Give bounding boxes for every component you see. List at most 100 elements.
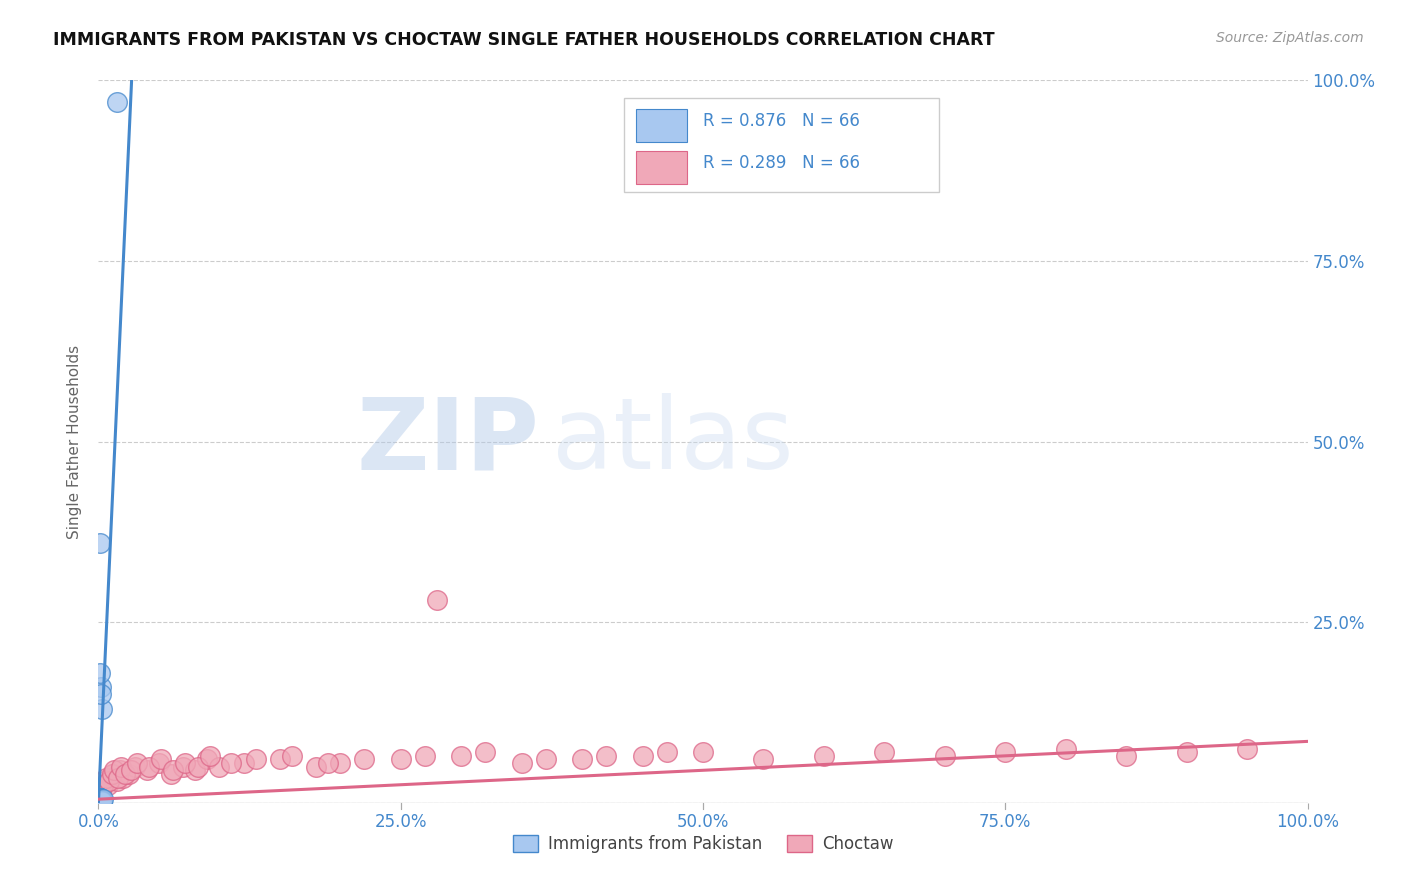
Point xyxy=(89,794,111,808)
Point xyxy=(87,794,110,808)
Point xyxy=(89,791,111,805)
Point xyxy=(90,680,112,694)
Point xyxy=(91,792,114,806)
Text: R = 0.289   N = 66: R = 0.289 N = 66 xyxy=(703,154,860,172)
Point xyxy=(135,764,157,778)
Point xyxy=(89,794,111,808)
Point xyxy=(89,535,111,549)
Point xyxy=(1054,741,1077,756)
Point xyxy=(111,771,134,785)
FancyBboxPatch shape xyxy=(624,98,939,193)
Point xyxy=(87,793,110,807)
Point xyxy=(89,792,111,806)
Point xyxy=(160,767,183,781)
Point xyxy=(184,764,207,778)
Point xyxy=(450,748,472,763)
Point xyxy=(89,793,111,807)
FancyBboxPatch shape xyxy=(637,109,688,142)
Point xyxy=(90,687,112,701)
Point xyxy=(90,794,112,808)
Point xyxy=(127,756,149,770)
Point xyxy=(91,781,114,796)
Point xyxy=(198,748,221,763)
Point xyxy=(89,792,111,806)
Point xyxy=(89,792,111,806)
Point xyxy=(90,794,112,808)
Point xyxy=(87,794,110,808)
Point xyxy=(89,792,111,806)
Point xyxy=(89,794,111,808)
Point xyxy=(90,785,112,799)
Point xyxy=(329,756,352,770)
Point xyxy=(87,794,110,808)
Point xyxy=(1236,741,1258,756)
Point xyxy=(120,764,142,778)
Point xyxy=(105,95,128,109)
Point xyxy=(90,794,112,808)
Point xyxy=(221,756,243,770)
Point xyxy=(91,702,114,716)
Point xyxy=(90,794,112,808)
Point xyxy=(150,752,173,766)
Point xyxy=(389,752,412,766)
Point xyxy=(124,760,146,774)
Point xyxy=(187,760,209,774)
Point xyxy=(174,756,197,770)
Point xyxy=(195,752,218,766)
Point xyxy=(90,794,112,808)
Point xyxy=(172,760,194,774)
Point xyxy=(89,789,111,803)
Point xyxy=(114,767,136,781)
Point xyxy=(631,748,654,763)
Point xyxy=(138,760,160,774)
Point xyxy=(90,793,112,807)
Point xyxy=(510,756,533,770)
Point xyxy=(934,748,956,763)
Point xyxy=(97,778,120,792)
Point xyxy=(110,760,132,774)
Point xyxy=(1175,745,1198,759)
Point xyxy=(98,774,121,789)
Point xyxy=(89,793,111,807)
Point xyxy=(89,792,111,806)
FancyBboxPatch shape xyxy=(637,151,688,185)
Point xyxy=(813,748,835,763)
Point xyxy=(105,774,128,789)
Point xyxy=(89,793,111,807)
Point xyxy=(994,745,1017,759)
Point xyxy=(89,791,111,805)
Point xyxy=(245,752,267,766)
Point xyxy=(91,778,114,792)
Point xyxy=(1115,748,1137,763)
Point xyxy=(89,792,111,806)
Point xyxy=(87,794,110,808)
Point xyxy=(90,793,112,807)
Point xyxy=(89,794,111,808)
Point xyxy=(100,767,122,781)
Point xyxy=(89,792,111,806)
Point xyxy=(148,756,170,770)
Point xyxy=(534,752,557,766)
Point xyxy=(89,793,111,807)
Point xyxy=(89,793,111,807)
Point xyxy=(89,794,111,808)
Point xyxy=(89,794,111,808)
Point xyxy=(89,791,111,805)
Point xyxy=(305,760,328,774)
Point xyxy=(655,745,678,759)
Point xyxy=(316,756,339,770)
Y-axis label: Single Father Households: Single Father Households xyxy=(67,344,83,539)
Point xyxy=(103,764,125,778)
Point xyxy=(90,792,112,806)
Text: atlas: atlas xyxy=(551,393,793,490)
Point xyxy=(89,793,111,807)
Point xyxy=(89,791,111,805)
Point xyxy=(89,793,111,807)
Point xyxy=(90,794,112,808)
Point xyxy=(90,794,112,808)
Text: ZIP: ZIP xyxy=(357,393,540,490)
Point xyxy=(89,791,111,805)
Point xyxy=(89,794,111,808)
Point xyxy=(89,793,111,807)
Point xyxy=(87,794,110,808)
